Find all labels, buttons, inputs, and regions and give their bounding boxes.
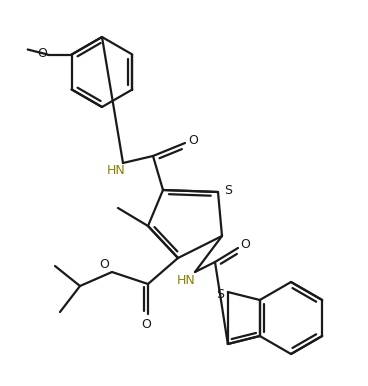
Text: O: O (188, 134, 198, 147)
Text: O: O (141, 318, 151, 330)
Text: O: O (37, 47, 47, 60)
Text: S: S (216, 288, 224, 301)
Text: HN: HN (177, 274, 195, 288)
Text: O: O (99, 259, 109, 271)
Text: S: S (224, 183, 232, 196)
Text: O: O (240, 239, 250, 252)
Text: HN: HN (107, 164, 125, 178)
